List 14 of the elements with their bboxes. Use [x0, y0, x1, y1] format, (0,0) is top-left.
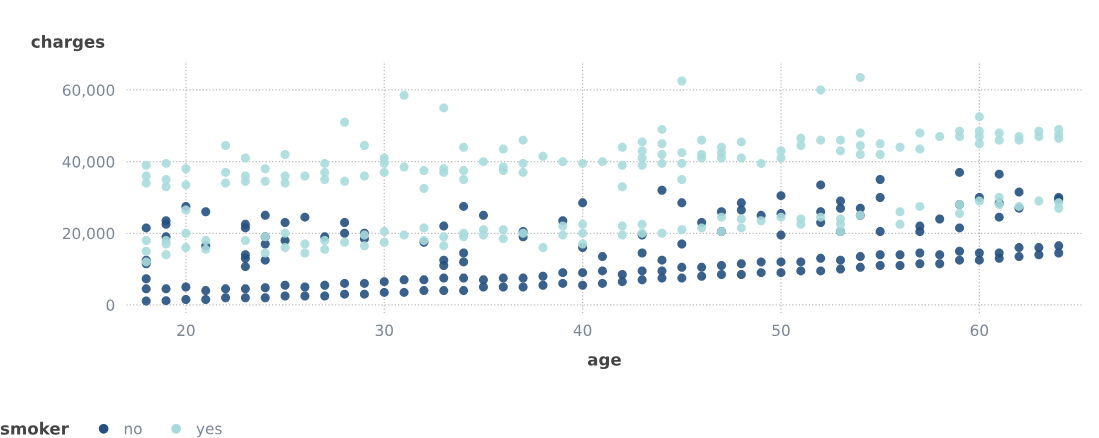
y-tick-label: 60,000: [62, 84, 115, 98]
x-tick-label: 20: [177, 324, 195, 337]
x-axis-title: age: [587, 356, 621, 370]
legend-label: no: [124, 425, 142, 435]
x-tick-label: 50: [772, 324, 790, 337]
y-tick-label: 0: [106, 299, 115, 311]
x-tick-label: 40: [573, 324, 592, 337]
y-axis-title: charges: [31, 34, 105, 52]
x-tick-label: 30: [375, 324, 393, 337]
y-tick-label: 40,000: [62, 156, 115, 170]
legend-title: smoker: [0, 421, 69, 435]
x-tick-label: 60: [970, 324, 989, 337]
legend-label: yes: [196, 425, 222, 438]
y-tick-label: 20,000: [62, 227, 115, 241]
